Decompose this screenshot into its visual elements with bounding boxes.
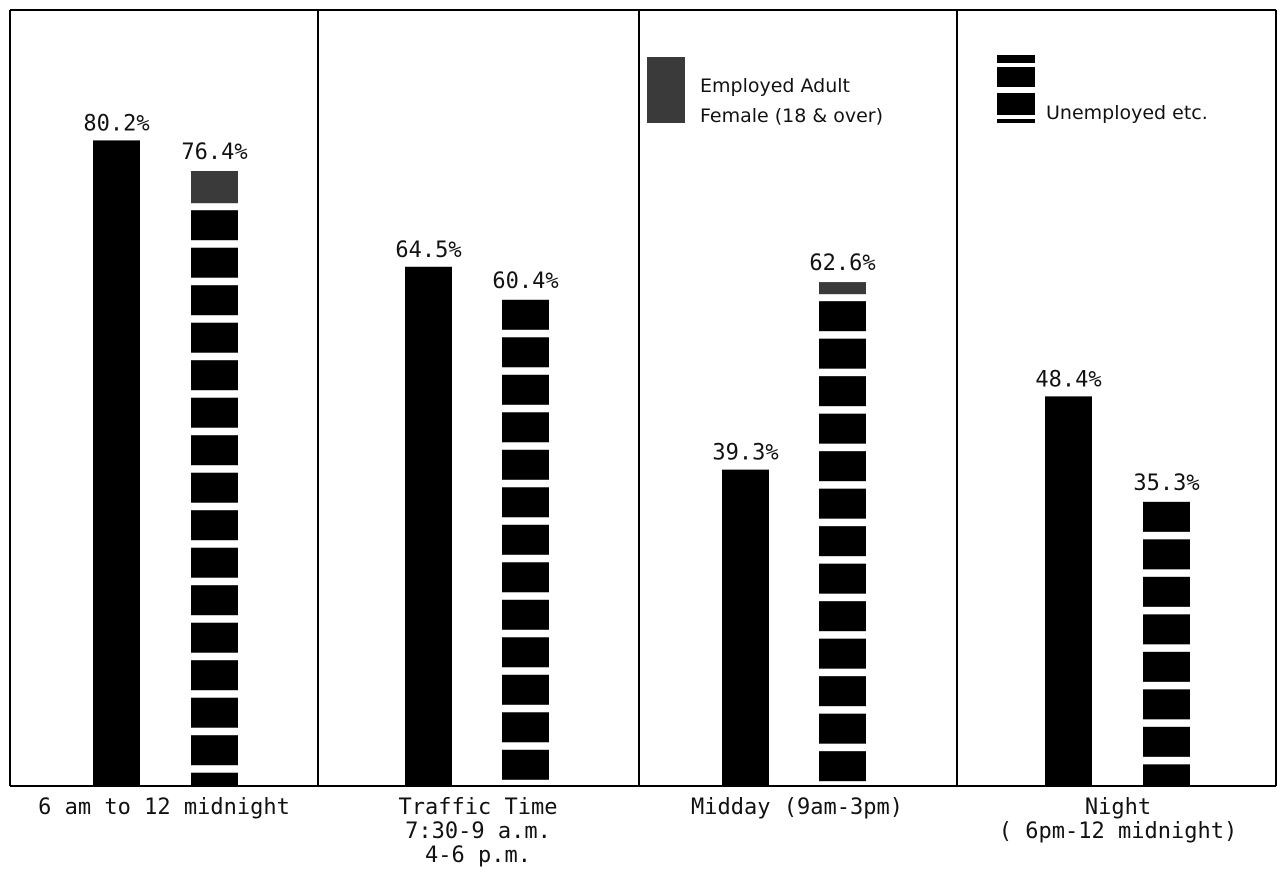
bar-stripe-segment	[819, 488, 866, 519]
bar-stripe-segment	[502, 524, 549, 555]
bar-stripe-segment	[819, 751, 866, 782]
bar-stripe-segment	[191, 210, 238, 241]
bar-stripe-segment	[1143, 576, 1190, 607]
bar-stripe-segment	[502, 299, 549, 330]
bar-solid-2	[405, 266, 452, 786]
legend: Employed Adult Female (18 & over) Unemploy…	[647, 55, 1208, 127]
bar-stripe-segment	[502, 637, 549, 668]
bar-female-segment-1	[191, 170, 238, 204]
bar-stripe-segment	[1143, 651, 1190, 682]
bar-stripe-segment	[191, 510, 238, 541]
bar-stripe-segment	[502, 449, 549, 480]
category-label-2: 7:30-9 a.m.	[405, 819, 551, 844]
bar-stripe-segment	[191, 435, 238, 466]
legend-striped-text: Unemployed etc.	[1046, 102, 1208, 124]
bar-stripe-segment	[191, 322, 238, 353]
bar-striped-label-3: 62.6%	[809, 251, 875, 276]
legend-female-text: Employed Adult	[700, 75, 850, 97]
bar-stripe-segment	[819, 301, 866, 332]
legend-female-text: Female (18 & over)	[700, 105, 883, 127]
category-label-3: Midday (9am-3pm)	[691, 795, 903, 820]
bar-stripe-segment	[191, 585, 238, 616]
bar-labels-group: 80.2% 64.5% 39.3% 48.4% 76.4% 60.4% 62.6% 35.3%	[83, 111, 1199, 495]
bar-stripe-segment	[191, 472, 238, 503]
category-label-4: ( 6pm-12 midnight)	[999, 819, 1237, 844]
bar-stripe-segment	[502, 562, 549, 593]
bar-solid-1	[93, 140, 140, 786]
bar-stripe-segment	[1143, 501, 1190, 532]
category-label-4: Night	[1085, 795, 1151, 820]
bar-solid-label-2: 64.5%	[395, 238, 461, 263]
legend-female-swatch	[647, 57, 685, 123]
bar-stripe-segment	[1143, 614, 1190, 645]
bar-striped-label-1: 76.4%	[181, 140, 247, 165]
bar-stripe-segment	[191, 247, 238, 278]
bar-stripe-segment	[191, 397, 238, 428]
bar-stripe-segment	[191, 735, 238, 766]
bar-stripe-segment	[1143, 764, 1190, 786]
bar-solid-label-1: 80.2%	[83, 111, 149, 136]
bar-stripe-segment	[191, 660, 238, 691]
bar-stripe-segment	[819, 676, 866, 707]
bar-stripe-segment	[819, 376, 866, 407]
bar-striped-label-2: 60.4%	[492, 269, 558, 294]
bar-stripe-segment	[819, 526, 866, 557]
bar-stripe-segment	[819, 338, 866, 369]
bar-striped-4	[1143, 501, 1190, 786]
bar-striped-label-4: 35.3%	[1133, 471, 1199, 496]
bars-group	[93, 140, 1190, 786]
bar-stripe-segment	[502, 712, 549, 743]
bar-stripe-segment	[819, 413, 866, 444]
bar-solid-label-4: 48.4%	[1035, 367, 1101, 392]
bar-stripe-segment	[819, 451, 866, 482]
bar-stripe-segment	[502, 337, 549, 368]
bar-solid-4	[1045, 396, 1092, 786]
bar-stripe-segment	[502, 487, 549, 518]
bar-stripe-segment	[502, 749, 549, 780]
bar-female-segment-3	[819, 282, 866, 295]
bar-stripe-segment	[191, 285, 238, 316]
bar-stripe-segment	[1143, 689, 1190, 720]
bar-stripe-segment	[191, 697, 238, 728]
bar-stripe-segment	[191, 360, 238, 391]
bar-solid-3	[722, 469, 769, 786]
category-label-2: Traffic Time	[399, 795, 558, 820]
bar-stripe-segment	[191, 547, 238, 578]
category-label-1: 6 am to 12 midnight	[38, 795, 290, 820]
bar-striped-3	[819, 282, 866, 782]
bar-stripe-segment	[191, 772, 238, 786]
bar-stripe-segment	[502, 599, 549, 630]
bar-striped-2	[502, 299, 549, 780]
bar-stripe-segment	[819, 563, 866, 594]
bar-stripe-segment	[502, 674, 549, 705]
bar-stripe-segment	[502, 412, 549, 443]
bar-stripe-segment	[819, 601, 866, 632]
bar-stripe-segment	[502, 374, 549, 405]
category-label-2: 4-6 p.m.	[425, 843, 531, 868]
legend-striped-swatch	[997, 55, 1035, 123]
bar-stripe-segment	[819, 713, 866, 744]
bar-striped-1	[191, 170, 238, 786]
bar-stripe-segment	[1143, 539, 1190, 570]
bar-stripe-segment	[191, 622, 238, 653]
bar-solid-label-3: 39.3%	[712, 441, 778, 466]
bar-stripe-segment	[1143, 726, 1190, 757]
bar-stripe-segment	[819, 638, 866, 669]
